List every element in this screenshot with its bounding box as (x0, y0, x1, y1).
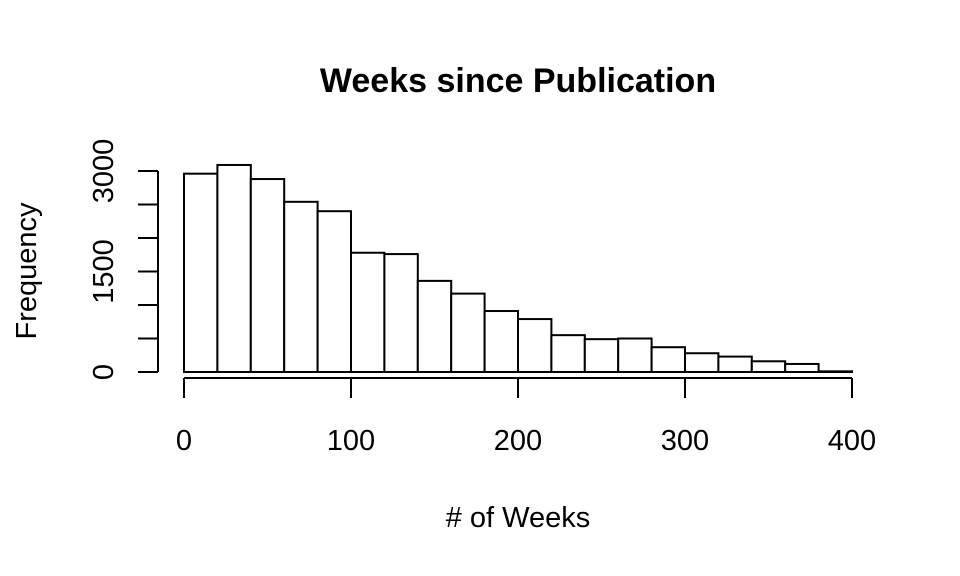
histogram-bar (684, 352, 720, 373)
histogram-bar (183, 172, 219, 373)
histogram-bar (750, 360, 787, 373)
histogram-bar (583, 338, 620, 374)
histogram-bar (316, 210, 353, 373)
histogram-bar (483, 310, 520, 373)
x-axis-label: # of Weeks (446, 502, 591, 534)
histogram-bar (650, 346, 686, 373)
y-tick-label: 3000 (88, 139, 120, 204)
bars-group (183, 163, 853, 374)
x-tick-label: 0 (176, 425, 192, 457)
histogram-bar (784, 362, 820, 373)
x-axis: 0 100 200 300 400 (176, 377, 876, 457)
histogram-bar (550, 334, 586, 373)
y-tick-label: 0 (88, 364, 120, 380)
histogram-bar (216, 163, 252, 373)
y-axis: 0 1500 3000 (88, 139, 159, 380)
x-tick-label: 100 (327, 425, 375, 457)
y-tick-label: 1500 (88, 239, 120, 304)
chart-title: Weeks since Publication (320, 62, 716, 100)
histogram-bar (249, 178, 286, 373)
histogram-bar (717, 355, 753, 373)
histogram-bar (350, 251, 386, 374)
histogram-bar (817, 370, 853, 373)
histogram-bar (416, 279, 453, 374)
x-tick-label: 300 (661, 425, 709, 457)
histogram-bar (517, 318, 553, 374)
x-tick-label: 400 (828, 425, 876, 457)
x-tick-label: 200 (494, 425, 542, 457)
histogram-bar (383, 253, 419, 373)
histogram-bar (617, 337, 653, 373)
y-axis-label: Frequency (11, 202, 43, 340)
histogram-bar (450, 292, 486, 373)
histogram-bar (283, 200, 319, 373)
